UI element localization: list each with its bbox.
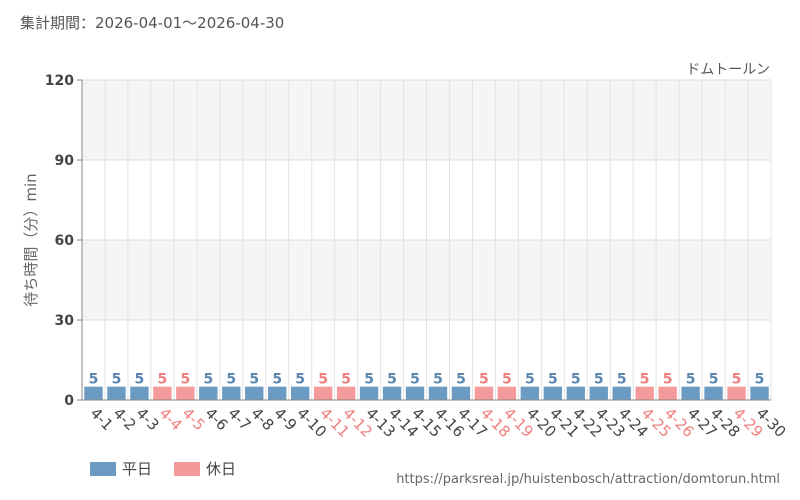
bar-value-label: 5 [318,372,328,388]
bar-value-label: 5 [686,372,696,388]
y-tick-label: 60 [55,233,75,249]
y-tick-label: 90 [55,153,75,169]
bar-value-label: 5 [663,372,673,388]
bar-value-label: 5 [617,372,627,388]
y-tick-label: 30 [55,313,75,329]
y-tick-label: 0 [64,393,74,409]
bar-value-label: 5 [135,372,145,388]
bar [245,386,264,400]
bar [176,386,195,400]
bar [428,386,448,400]
bar-value-label: 5 [341,372,351,388]
bar-value-label: 5 [387,372,397,388]
bar-value-label: 5 [226,372,236,388]
bar-value-label: 5 [272,372,282,388]
legend-label-holiday: 休日 [206,460,237,478]
bar-value-label: 5 [89,372,99,388]
bar [130,386,149,400]
bar-value-label: 5 [525,372,535,388]
bar-value-label: 5 [433,372,443,388]
bar [290,386,310,400]
bar-value-label: 5 [502,372,512,388]
source-url: https://parksreal.jp/huistenbosch/attrac… [396,472,780,487]
bar [727,386,746,400]
bar-value-label: 5 [479,372,489,388]
bar-value-label: 5 [548,372,558,388]
bar [474,386,494,400]
bar-value-label: 5 [180,372,190,388]
bar-value-label: 5 [410,372,420,388]
bar [222,386,241,400]
bar [382,386,402,400]
bar-value-label: 5 [709,372,719,388]
bar [497,386,517,400]
bar-value-label: 5 [571,372,581,388]
bar-value-label: 5 [295,372,305,388]
bar [520,386,540,400]
bar-value-label: 5 [203,372,213,388]
wait-time-bar-chart: 54-154-254-354-454-554-654-754-854-954-1… [22,62,789,441]
series-title: ドムトールン [686,62,770,78]
bar [313,386,333,400]
bar-value-label: 5 [456,372,466,388]
bar [268,386,287,400]
bar [336,386,356,400]
bar [635,386,654,400]
legend-swatch-weekday [90,461,116,476]
bar [750,386,769,400]
legend-item-weekday: 平日 [90,458,152,479]
bar-value-label: 5 [732,372,742,388]
bar [566,386,585,400]
bar [658,386,677,400]
bar [543,386,563,400]
bar [704,386,723,400]
bar-value-label: 5 [249,372,259,388]
bar [612,386,631,400]
bar [359,386,379,400]
bar-value-label: 5 [640,372,650,388]
y-tick-label: 120 [45,73,74,89]
legend: 平日 休日 [90,458,236,479]
bar [107,386,126,400]
bar [451,386,471,400]
bar [84,386,103,400]
bar [681,386,700,400]
bar-value-label: 5 [755,372,765,388]
bar [589,386,608,400]
legend-swatch-holiday [174,461,201,476]
bar-value-label: 5 [594,372,604,388]
bar [405,386,425,400]
bar-value-label: 5 [112,372,122,388]
period-label: 集計期間：2026-04-01～2026-04-30 [20,14,285,32]
bar-value-label: 5 [158,372,168,388]
bar-value-label: 5 [364,372,374,388]
legend-label-weekday: 平日 [122,460,153,478]
bar [153,386,172,400]
y-axis-label: 待ち時間（分）min [22,173,40,306]
bar [199,386,218,400]
legend-item-holiday: 休日 [174,458,236,479]
